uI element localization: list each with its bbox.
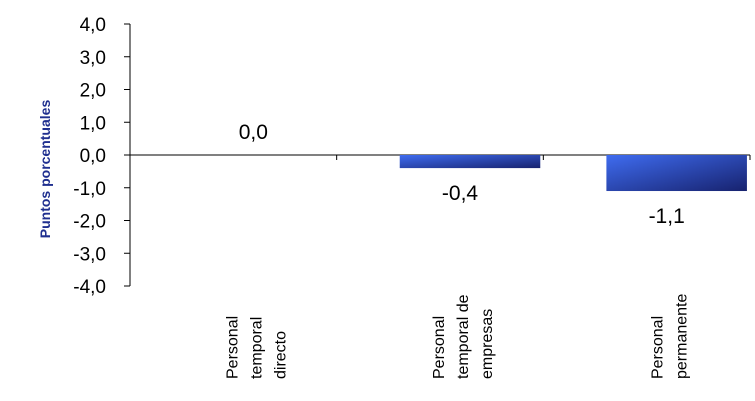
data-label: -1,1	[649, 205, 685, 228]
bars	[399, 155, 747, 192]
y-tick-label: -3,0	[73, 244, 106, 265]
y-tick-label: -1,0	[73, 179, 106, 200]
y-tick-label: 4,0	[80, 15, 106, 36]
y-tick-label: 0,0	[80, 146, 106, 167]
y-tick-label: -4,0	[73, 277, 106, 298]
bar	[606, 155, 747, 192]
category-label: Personal	[431, 316, 448, 379]
y-tick-label: -2,0	[73, 212, 106, 233]
y-tick-label: 2,0	[80, 81, 106, 102]
y-tick-label: 1,0	[80, 113, 106, 134]
axes: 4,0 3,0 2,0 1,0 0,0 -1,0 -2,0 -3,0 -4,0	[73, 15, 751, 298]
category-label: temporal de	[455, 294, 472, 379]
category-label: directo	[272, 331, 289, 379]
category-label: Personal	[224, 316, 241, 379]
category-label: temporal	[248, 317, 265, 379]
y-axis-label: Puntos porcentuales	[37, 100, 53, 239]
data-label: -0,4	[442, 182, 479, 205]
category-label: permanente	[674, 294, 691, 379]
data-labels: 0,0 -0,4 -1,1	[239, 121, 685, 228]
category-label: empresas	[479, 309, 496, 379]
bar	[399, 155, 541, 169]
data-label: 0,0	[239, 121, 268, 144]
category-label: Personal	[650, 316, 667, 379]
y-tick-label: 3,0	[80, 48, 106, 69]
category-labels: Personal temporal directo Personal temporal …	[224, 294, 690, 379]
